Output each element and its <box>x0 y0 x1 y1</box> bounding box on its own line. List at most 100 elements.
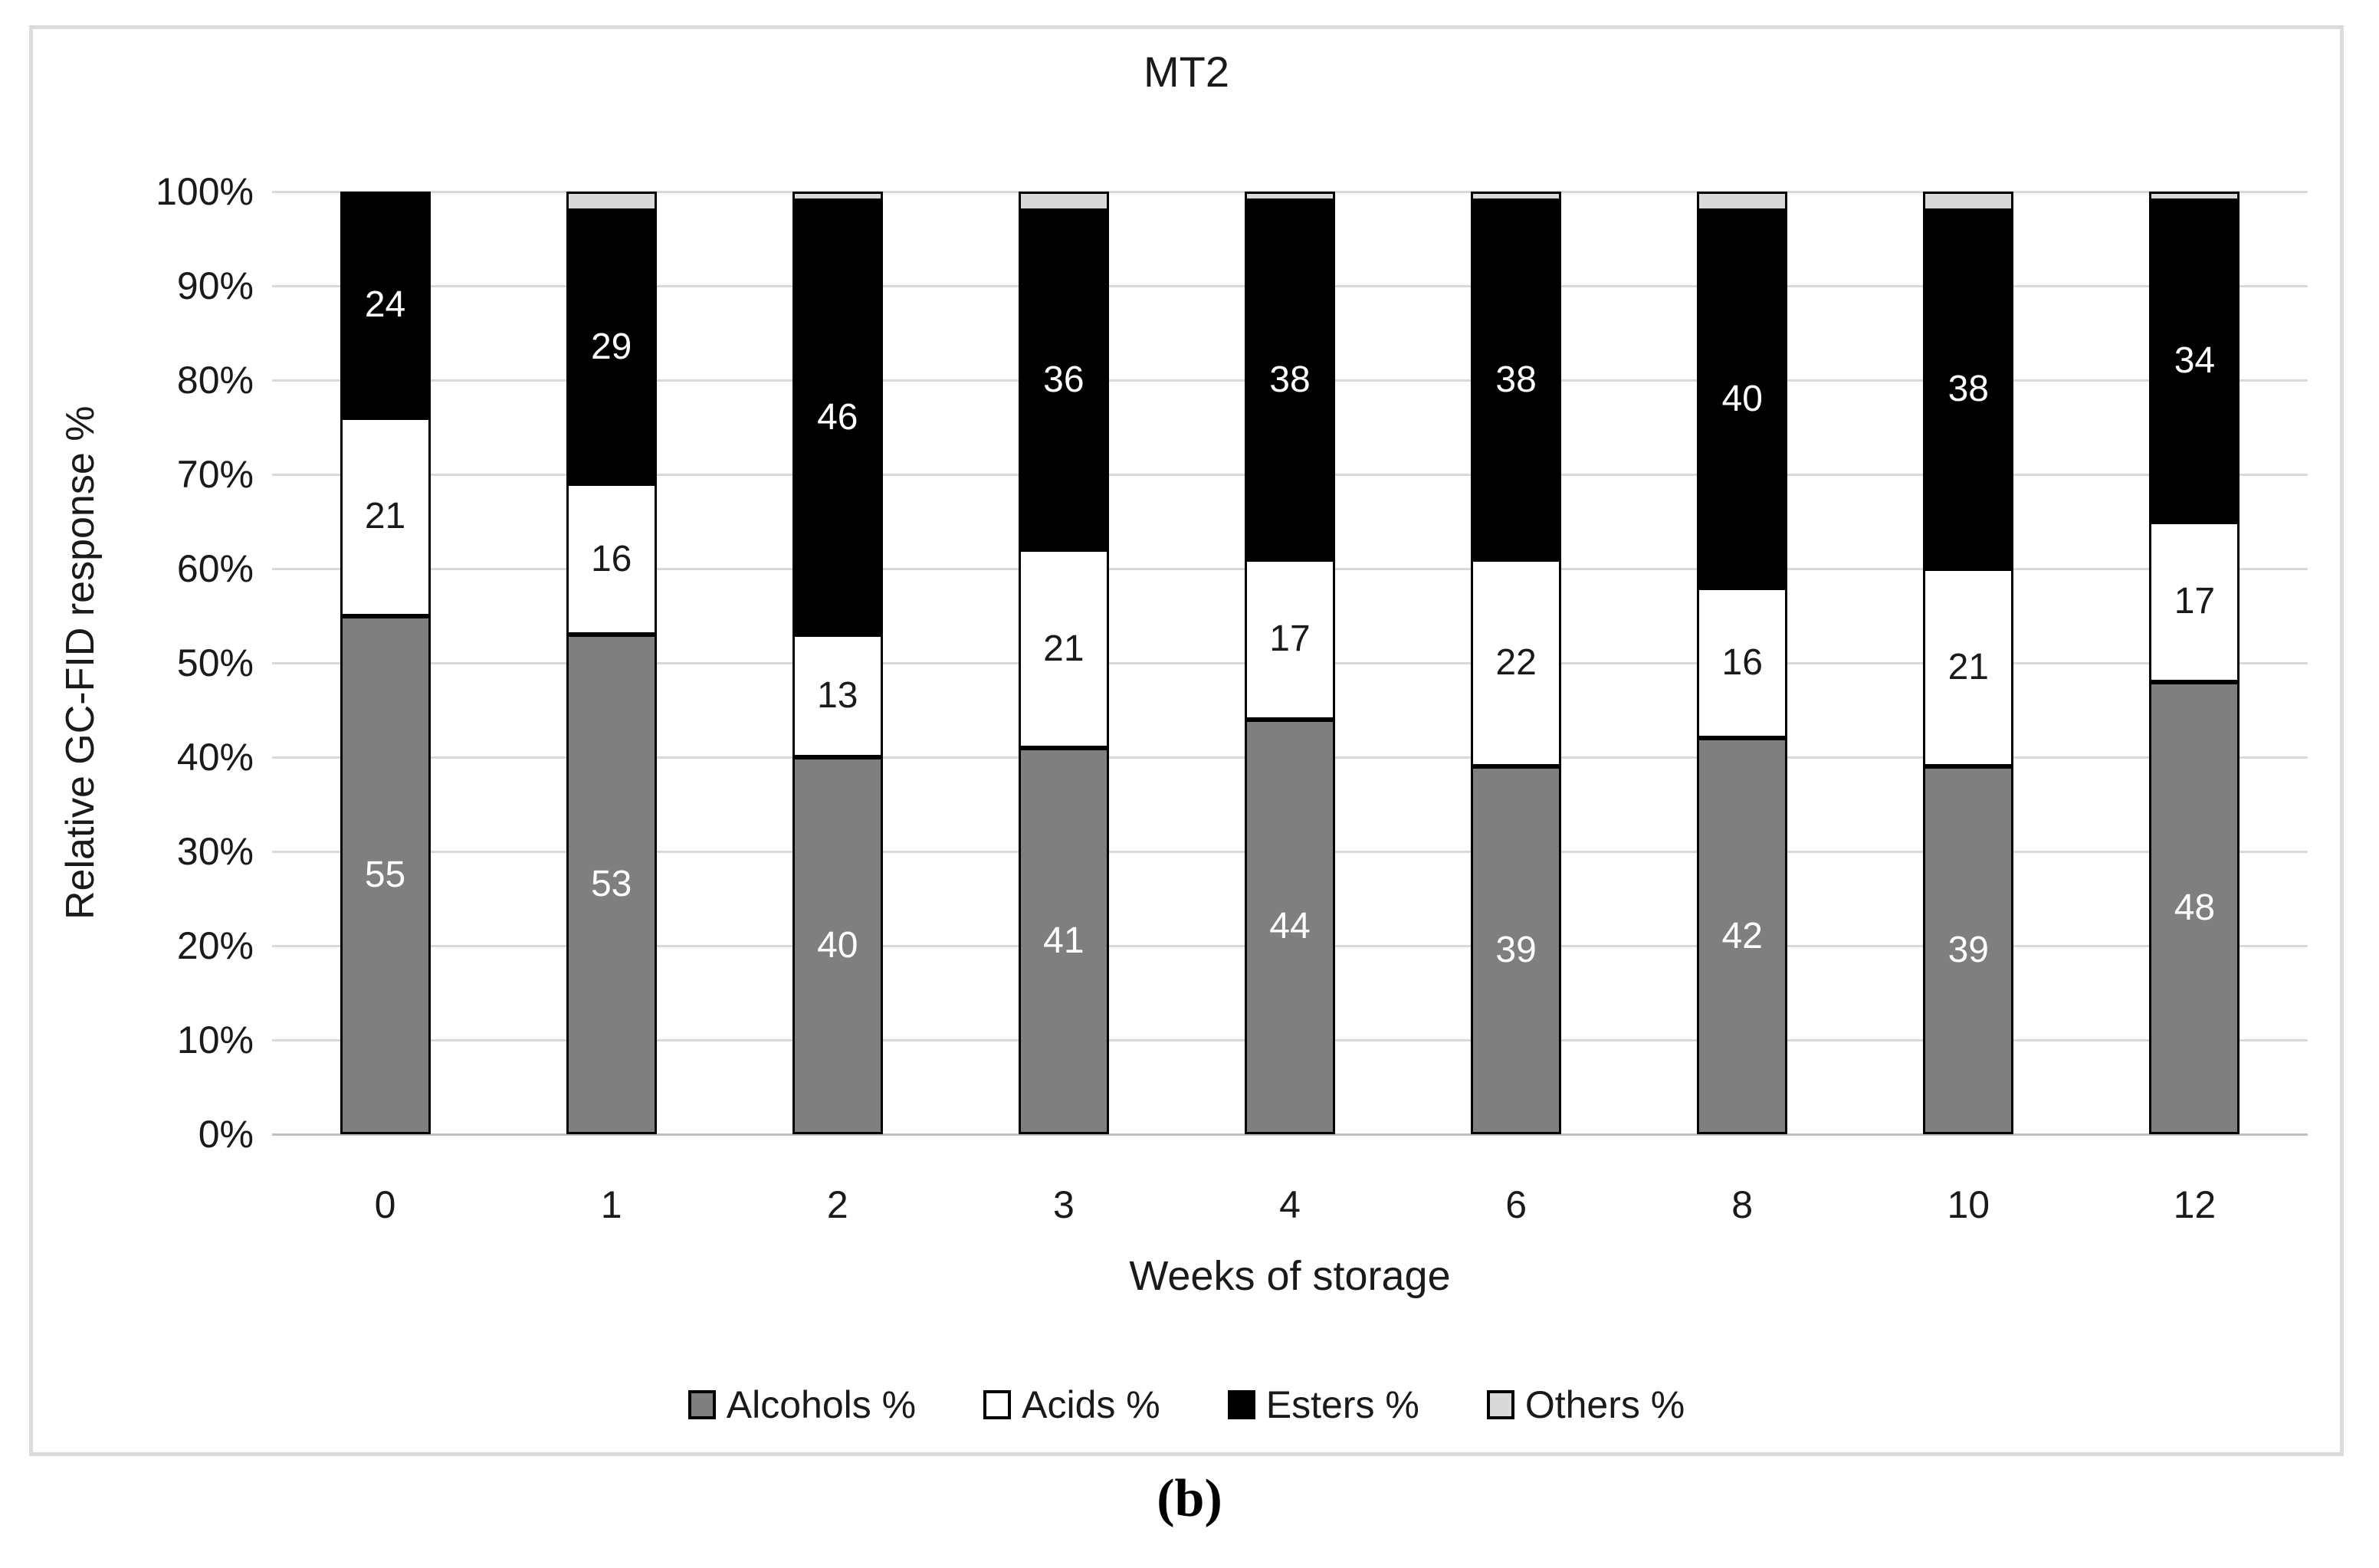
bars-container: 55 21 24 53 16 29 40 13 46 41 21 36 44 17 38 39 22 38 42 16… <box>272 192 2308 1134</box>
data-label-esters-week-12: 34 <box>2174 340 2216 382</box>
y-tick-label-100: 100% <box>156 170 254 213</box>
legend-swatch-others <box>1486 1390 1514 1419</box>
chart-title: MT2 <box>1144 48 1229 96</box>
chart-frame: MT2 Relative GC-FID response % 0% 10% 20% 3… <box>29 25 2344 1456</box>
segment-esters-week-3: 36 <box>1018 210 1109 550</box>
data-label-esters-week-8: 40 <box>1721 378 1763 419</box>
segment-others-week-10 <box>1923 192 2014 211</box>
segment-others-week-4 <box>1244 192 1335 202</box>
plot-area: 55 21 24 53 16 29 40 13 46 41 21 36 44 17 38 39 22 38 42 16… <box>272 190 2308 1136</box>
segment-esters-week-0: 24 <box>340 192 431 418</box>
data-label-alcohols-week-4: 44 <box>1269 906 1311 947</box>
bar-slot-week-1: 53 16 29 <box>498 192 724 1134</box>
legend-label-esters: Esters % <box>1265 1383 1419 1426</box>
segment-esters-week-12: 34 <box>2149 201 2240 522</box>
y-tick-label-80: 80% <box>176 359 254 402</box>
segment-acids-week-10: 21 <box>1923 569 2014 767</box>
segment-acids-week-4: 17 <box>1244 559 1335 720</box>
segment-acids-week-12: 17 <box>2149 521 2240 682</box>
segment-others-week-3 <box>1018 192 1109 211</box>
y-tick-label-10: 10% <box>176 1019 254 1061</box>
bar-week-1: 53 16 29 <box>566 192 657 1134</box>
segment-others-week-2 <box>792 192 883 202</box>
data-label-esters-week-10: 38 <box>1947 369 1989 410</box>
segment-alcohols-week-6: 39 <box>1471 766 1562 1134</box>
gridline-0 <box>272 1133 2308 1136</box>
y-tick-label-40: 40% <box>176 736 254 779</box>
bar-week-0: 55 21 24 <box>340 192 431 1134</box>
data-label-alcohols-week-0: 55 <box>364 854 406 895</box>
bar-week-4: 44 17 38 <box>1244 192 1335 1134</box>
segment-others-week-1 <box>566 192 657 211</box>
bar-slot-week-6: 39 22 38 <box>1403 192 1629 1134</box>
gridline-100 <box>272 190 2308 193</box>
legend-item-alcohols: Alcohols % <box>687 1383 917 1427</box>
data-label-alcohols-week-8: 42 <box>1721 915 1763 956</box>
data-label-alcohols-week-6: 39 <box>1495 930 1537 971</box>
x-axis-title: Weeks of storage <box>1129 1253 1451 1299</box>
data-label-acids-week-0: 21 <box>364 496 406 537</box>
x-tick-label-8: 8 <box>1731 1183 1754 1226</box>
segment-acids-week-6: 22 <box>1471 559 1562 767</box>
bar-week-2: 40 13 46 <box>792 192 883 1134</box>
data-label-acids-week-8: 16 <box>1721 642 1763 683</box>
bar-slot-week-12: 48 17 34 <box>2082 192 2308 1134</box>
x-tick-label-10: 10 <box>1947 1183 1990 1226</box>
segment-esters-week-6: 38 <box>1471 201 1562 559</box>
data-label-esters-week-6: 38 <box>1495 359 1537 401</box>
figure-caption: (b) <box>1157 1469 1222 1528</box>
data-label-alcohols-week-10: 39 <box>1947 930 1989 971</box>
x-tick-label-4: 4 <box>1279 1183 1301 1226</box>
x-axis-ticks: 0 1 2 3 4 6 8 10 12 <box>272 1183 2308 1227</box>
bar-week-8: 42 16 40 <box>1697 192 1788 1134</box>
segment-esters-week-2: 46 <box>792 201 883 635</box>
bar-week-3: 41 21 36 <box>1018 192 1109 1134</box>
segment-acids-week-8: 16 <box>1697 587 1788 739</box>
segment-acids-week-3: 21 <box>1018 549 1109 748</box>
x-tick-label-2: 2 <box>826 1183 848 1226</box>
bar-slot-week-0: 55 21 24 <box>272 192 498 1134</box>
segment-alcohols-week-8: 42 <box>1697 738 1788 1134</box>
y-tick-label-50: 50% <box>176 641 254 684</box>
legend-swatch-acids <box>983 1390 1012 1419</box>
bar-week-12: 48 17 34 <box>2149 192 2240 1134</box>
segment-others-week-8 <box>1697 192 1788 211</box>
bar-slot-week-4: 44 17 38 <box>1176 192 1403 1134</box>
data-label-esters-week-4: 38 <box>1269 359 1311 401</box>
y-tick-label-90: 90% <box>176 264 254 307</box>
segment-esters-week-4: 38 <box>1244 201 1335 559</box>
x-tick-label-6: 6 <box>1505 1183 1527 1226</box>
segment-alcohols-week-12: 48 <box>2149 681 2240 1134</box>
data-label-alcohols-week-1: 53 <box>590 864 632 905</box>
data-label-acids-week-6: 22 <box>1495 642 1537 684</box>
x-tick-label-0: 0 <box>374 1183 396 1226</box>
legend-label-others: Others % <box>1524 1383 1685 1426</box>
data-label-esters-week-2: 46 <box>817 397 858 438</box>
data-label-esters-week-1: 29 <box>590 326 632 367</box>
data-label-acids-week-3: 21 <box>1043 628 1084 669</box>
x-tick-label-1: 1 <box>600 1183 622 1226</box>
bar-week-6: 39 22 38 <box>1471 192 1562 1134</box>
segment-alcohols-week-4: 44 <box>1244 719 1335 1134</box>
y-tick-label-60: 60% <box>176 547 254 590</box>
bar-week-10: 39 21 38 <box>1923 192 2014 1134</box>
data-label-alcohols-week-2: 40 <box>817 925 858 966</box>
data-label-acids-week-12: 17 <box>2174 581 2216 622</box>
segment-alcohols-week-0: 55 <box>340 615 431 1134</box>
data-label-alcohols-week-3: 41 <box>1043 920 1084 961</box>
segment-esters-week-10: 38 <box>1923 210 2014 569</box>
legend-item-others: Others % <box>1486 1383 1685 1427</box>
segment-alcohols-week-10: 39 <box>1923 766 2014 1134</box>
bar-slot-week-3: 41 21 36 <box>950 192 1176 1134</box>
y-tick-label-0: 0% <box>198 1113 254 1156</box>
data-label-acids-week-1: 16 <box>590 538 632 579</box>
segment-acids-week-1: 16 <box>566 484 657 635</box>
data-label-acids-week-2: 13 <box>817 675 858 717</box>
segment-alcohols-week-2: 40 <box>792 757 883 1134</box>
bar-slot-week-10: 39 21 38 <box>1856 192 2082 1134</box>
legend-label-alcohols: Alcohols % <box>726 1383 917 1426</box>
y-tick-label-20: 20% <box>176 924 254 967</box>
bar-slot-week-8: 42 16 40 <box>1629 192 1856 1134</box>
bar-slot-week-2: 40 13 46 <box>724 192 950 1134</box>
